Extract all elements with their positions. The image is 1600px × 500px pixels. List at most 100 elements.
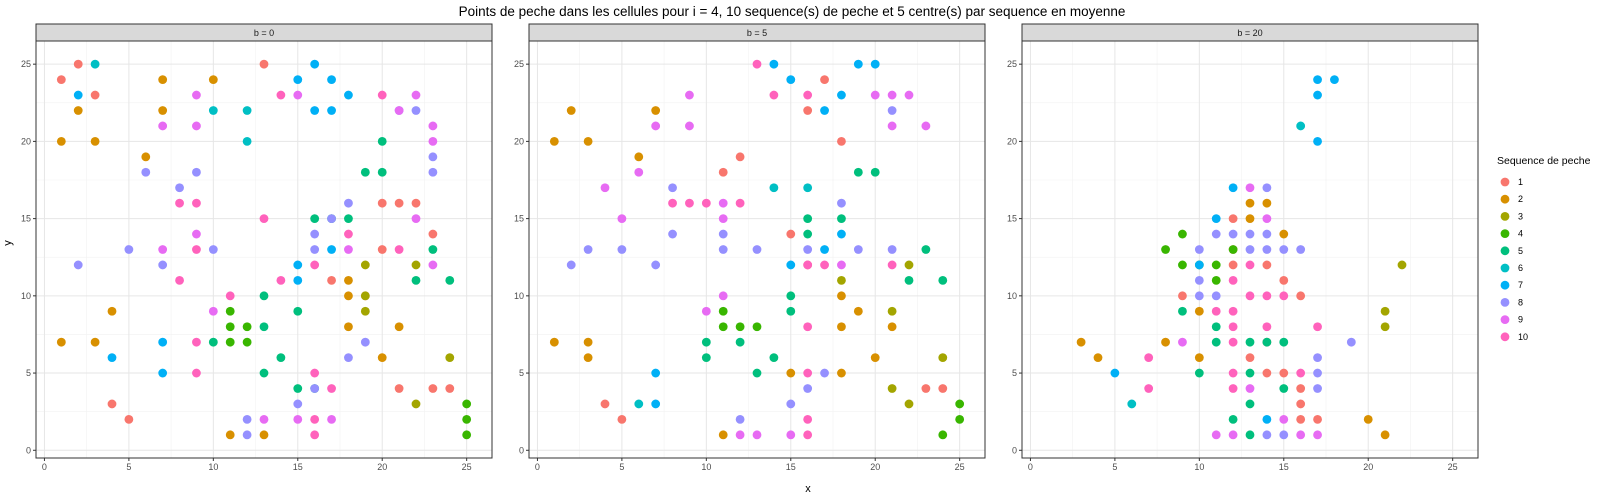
data-point (411, 260, 421, 270)
data-point (225, 337, 235, 347)
data-point (310, 430, 320, 440)
data-point (175, 183, 184, 193)
data-point (411, 106, 421, 115)
data-point (701, 353, 711, 363)
data-point (428, 245, 438, 254)
data-point (1161, 245, 1170, 254)
data-point (344, 322, 353, 332)
data-point (1245, 229, 1255, 239)
data-point (549, 136, 559, 146)
data-point (583, 136, 593, 146)
data-point (1194, 368, 1204, 378)
data-point (377, 245, 387, 254)
data-point (1245, 430, 1255, 440)
data-point (192, 198, 201, 208)
data-point (803, 229, 813, 239)
data-point (208, 306, 218, 316)
data-point (837, 90, 846, 100)
data-point (870, 59, 880, 69)
data-point (56, 136, 66, 146)
data-point (293, 90, 303, 100)
data-point (668, 198, 677, 208)
data-point (344, 291, 353, 301)
data-point (887, 306, 897, 316)
data-point (344, 198, 353, 208)
data-point (668, 183, 677, 193)
data-point (310, 368, 320, 378)
data-point (837, 260, 846, 270)
data-point (327, 214, 336, 224)
facet-strip-label: b = 20 (1237, 28, 1262, 38)
data-point (327, 245, 336, 254)
data-point (1279, 414, 1289, 424)
data-point (600, 183, 610, 193)
data-point (225, 306, 235, 316)
data-point (1262, 214, 1272, 224)
data-point (56, 75, 66, 85)
data-point (445, 384, 455, 393)
data-point (651, 106, 661, 115)
data-point (752, 59, 762, 69)
data-point (769, 183, 779, 193)
data-point (803, 245, 813, 254)
data-point (837, 229, 846, 239)
legend-marker (1500, 229, 1510, 239)
data-point (1313, 368, 1322, 378)
data-point (107, 399, 117, 409)
data-point (1313, 322, 1322, 332)
data-point (752, 368, 762, 378)
legend-label: 9 (1518, 315, 1523, 325)
y-tick-label: 15 (21, 214, 31, 224)
x-tick-label: 10 (1194, 462, 1204, 472)
data-point (327, 384, 336, 393)
legend-label: 1 (1518, 177, 1523, 187)
data-point (1245, 183, 1255, 193)
data-point (1228, 430, 1238, 440)
data-point (718, 430, 728, 440)
data-point (259, 59, 269, 69)
data-point (1245, 198, 1255, 208)
data-point (1211, 337, 1221, 347)
data-point (1127, 399, 1137, 409)
legend-label: 10 (1518, 332, 1528, 342)
data-point (1313, 353, 1322, 363)
legend-label: 6 (1518, 263, 1523, 273)
data-point (360, 260, 370, 270)
data-point (242, 337, 252, 347)
data-point (158, 337, 168, 347)
data-point (549, 337, 559, 347)
data-point (1262, 414, 1272, 424)
data-point (107, 353, 117, 363)
data-point (718, 291, 728, 301)
data-point (786, 399, 796, 409)
data-point (837, 198, 846, 208)
data-point (617, 245, 627, 254)
data-point (1313, 136, 1322, 146)
legend-marker (1500, 315, 1510, 324)
legend-label: 8 (1518, 297, 1523, 307)
data-point (752, 245, 762, 254)
y-tick-label: 5 (519, 368, 524, 378)
data-point (803, 414, 813, 424)
data-point (1211, 322, 1221, 332)
legend-marker (1500, 212, 1510, 221)
x-tick-label: 25 (1448, 462, 1458, 472)
data-point (1194, 291, 1204, 301)
legend-label: 4 (1518, 229, 1523, 239)
x-tick-label: 15 (1279, 462, 1289, 472)
data-point (887, 322, 897, 332)
data-point (1245, 260, 1255, 270)
data-point (1228, 322, 1238, 332)
data-point (192, 245, 201, 254)
data-point (921, 384, 931, 393)
data-point (360, 291, 370, 301)
data-point (310, 384, 320, 393)
data-point (310, 59, 320, 69)
legend-item: 2 (1500, 194, 1523, 204)
data-point (803, 90, 813, 100)
x-tick-label: 10 (701, 462, 711, 472)
data-point (583, 353, 593, 363)
data-point (769, 59, 779, 69)
data-point (428, 260, 438, 270)
data-point (1161, 337, 1170, 347)
